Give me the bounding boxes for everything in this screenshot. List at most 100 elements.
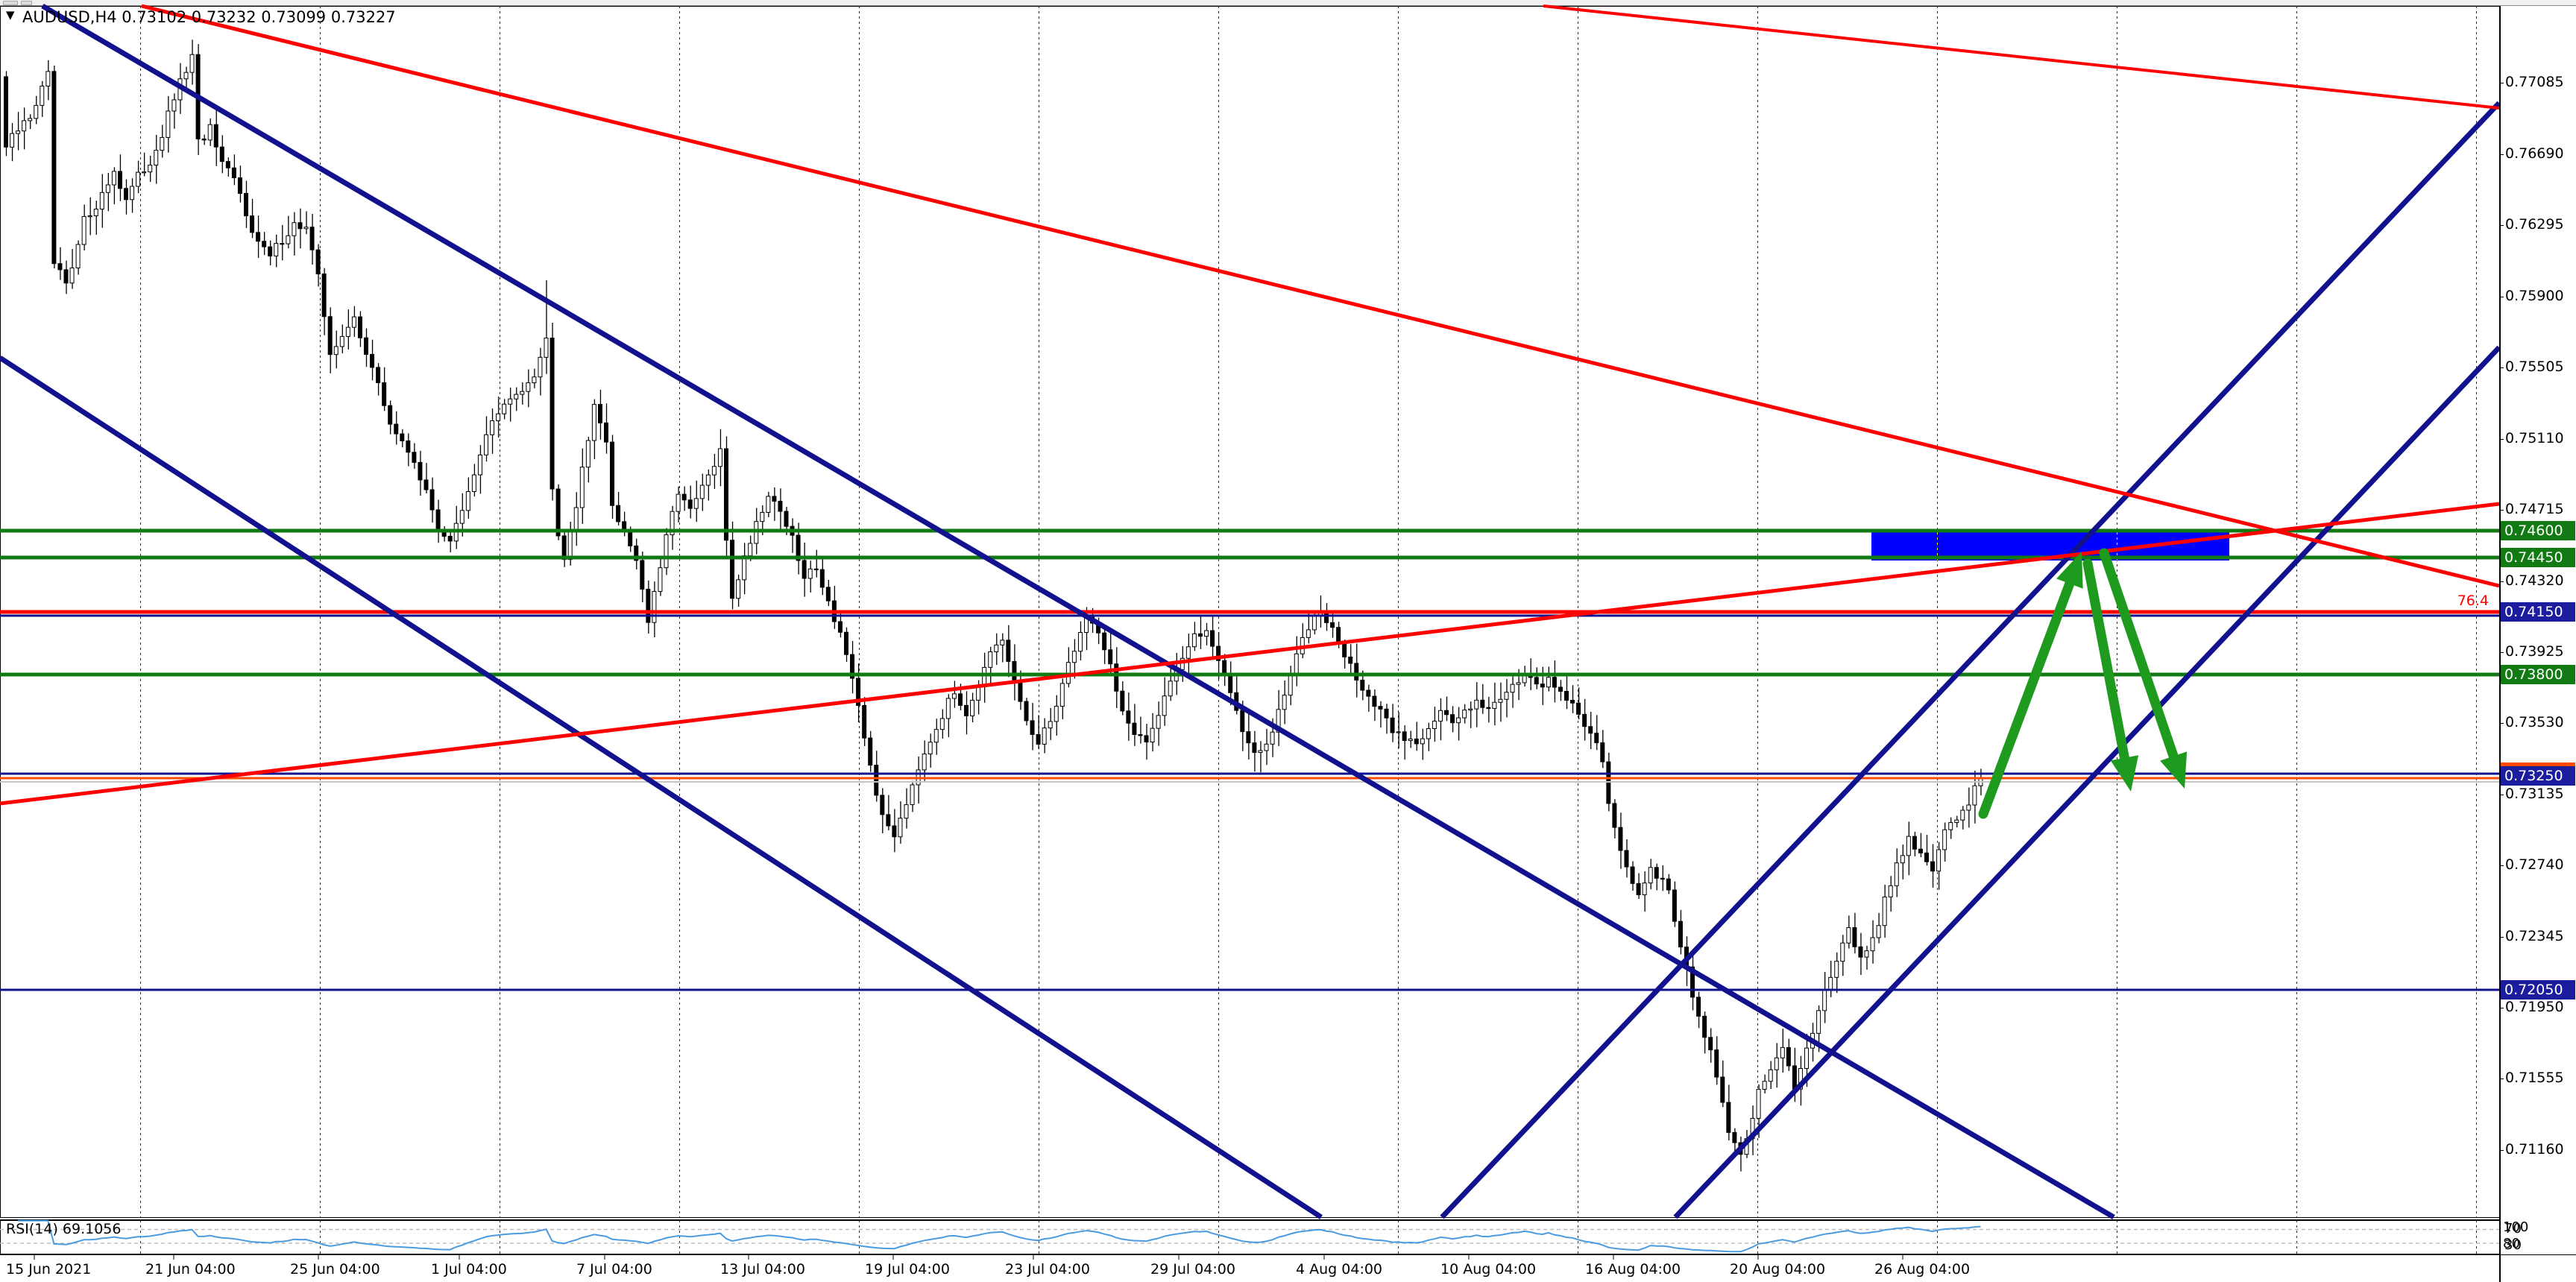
candle-bear: [1792, 1065, 1797, 1090]
candle-bear: [400, 433, 405, 441]
time-tick-label: 10 Aug 04:00: [1440, 1261, 1537, 1278]
candle-bull: [69, 267, 75, 284]
candle-bear: [1480, 699, 1485, 708]
candle-bear: [1444, 710, 1449, 716]
candle-bear: [388, 405, 393, 425]
candle-bear: [604, 422, 608, 443]
candle-bear: [1690, 966, 1695, 998]
bid-price-stripe: [2501, 762, 2575, 766]
candle-bull: [1648, 867, 1653, 884]
candle-bull: [339, 335, 344, 347]
ascending-red-support: [0, 502, 2500, 806]
candle-bear: [1930, 861, 1936, 872]
candle-bull: [1882, 896, 1887, 926]
candle-bear: [63, 269, 69, 284]
price-tick-label: 0.75900: [2505, 288, 2564, 304]
candle-bull: [333, 346, 338, 356]
candle-bull: [1204, 630, 1209, 637]
candle-bull: [1834, 961, 1839, 978]
candle-bull: [1311, 614, 1317, 631]
candle-bull: [1468, 708, 1473, 711]
candle-bull: [292, 222, 297, 236]
candle-bear: [1012, 660, 1017, 683]
candle-bear: [1540, 683, 1545, 688]
price-level-badge: 0.73250: [2501, 766, 2575, 786]
candle-bull: [970, 699, 975, 716]
time-tick-label: 1 Jul 04:00: [431, 1261, 507, 1278]
time-tick-label: 16 Aug 04:00: [1585, 1261, 1681, 1278]
candle-bear: [124, 188, 128, 200]
candle-bull: [988, 651, 993, 668]
candle-bear: [1630, 866, 1635, 884]
rsi-axis-label: 30: [2504, 1237, 2522, 1253]
price-tick-label: 0.71555: [2505, 1070, 2564, 1086]
candle-bull: [1816, 1010, 1821, 1034]
price-level-badge: 0.74450: [2501, 548, 2575, 567]
candle-bear: [244, 192, 248, 217]
candle-bear: [1222, 660, 1227, 675]
candle-bear: [57, 263, 63, 271]
green-up-arrow: [1978, 574, 2076, 819]
candle-bear: [412, 452, 417, 463]
candle-bull: [1432, 721, 1437, 729]
price-tick-label: 0.75505: [2505, 359, 2564, 375]
candle-bull: [1048, 721, 1053, 729]
candle-bear: [634, 545, 639, 561]
candle-bear: [1372, 695, 1377, 707]
candle-bull: [1000, 640, 1005, 645]
candle-bear: [1030, 720, 1035, 735]
candle-bear: [1402, 731, 1407, 742]
candle-bear: [892, 825, 897, 838]
candle-bear: [1210, 630, 1215, 647]
candle-bull: [1504, 692, 1509, 700]
candle-bull: [1780, 1046, 1785, 1058]
candle-bull: [1264, 743, 1269, 751]
candle-bull: [1762, 1081, 1767, 1090]
candle-bear: [1672, 889, 1677, 922]
candle-bear: [321, 274, 327, 318]
time-tick-label: 7 Jul 04:00: [576, 1261, 652, 1278]
candle-bear: [1858, 946, 1863, 958]
price-axis-separator: [2499, 6, 2501, 1282]
price-tick-label: 0.71950: [2505, 999, 2564, 1015]
candle-bull: [514, 394, 519, 400]
price-level-badge: 0.72050: [2501, 980, 2575, 1000]
candle-bull: [573, 507, 579, 532]
candle-bull: [579, 467, 585, 508]
candle-bear: [1216, 645, 1221, 661]
candle-bear: [4, 76, 8, 148]
candle-bear: [1126, 710, 1131, 724]
candle-bull: [994, 644, 999, 652]
candle-bear: [376, 367, 381, 383]
candle-bear: [1450, 714, 1455, 724]
candle-bear: [1036, 733, 1041, 745]
candle-bull: [22, 120, 27, 132]
candle-bear: [880, 795, 885, 815]
candle-bear: [1240, 710, 1245, 733]
price-tick-label: 0.76295: [2505, 216, 2564, 233]
candle-bull: [160, 136, 165, 151]
rsi-axis-label: 70: [2504, 1221, 2522, 1237]
candle-bear: [1624, 850, 1629, 868]
candle-bull: [532, 376, 537, 384]
price-tick-label: 0.75110: [2505, 430, 2564, 446]
candle-bull: [1936, 849, 1942, 872]
candle-bull: [1258, 750, 1263, 754]
time-tick-label: 19 Jul 04:00: [865, 1261, 950, 1278]
symbol-dropdown-icon[interactable]: ▼: [6, 8, 15, 22]
candle-bull: [1276, 709, 1281, 733]
rsi-line: [18, 1219, 1981, 1253]
descending-red-steep: [141, 4, 2500, 588]
candle-bear: [549, 338, 555, 490]
candle-bull: [1396, 731, 1401, 733]
candle-bull: [1426, 727, 1431, 739]
candle-bear: [219, 146, 224, 162]
candle-bull: [189, 54, 195, 73]
candle-bear: [1228, 674, 1233, 693]
candle-bear: [1120, 690, 1125, 712]
price-tick-label: 0.73925: [2505, 643, 2564, 660]
candle-bull: [693, 498, 699, 509]
time-tick-label: 15 Jun 2021: [6, 1261, 92, 1278]
candle-bear: [874, 765, 879, 796]
